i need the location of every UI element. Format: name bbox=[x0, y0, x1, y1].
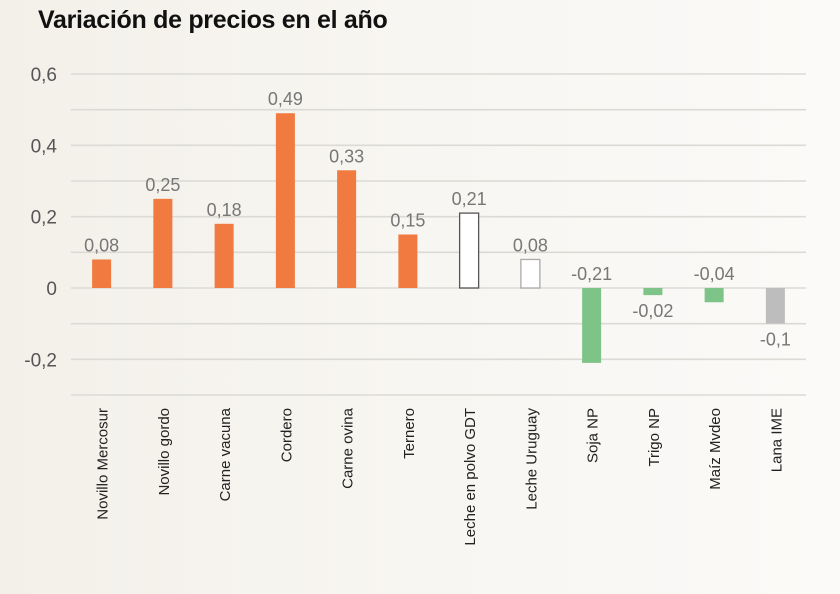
x-tick-label: Leche Uruguay bbox=[523, 408, 540, 510]
data-label: 0,33 bbox=[329, 146, 364, 166]
x-tick-label: Leche en polvo GDT bbox=[462, 408, 479, 546]
bar bbox=[704, 288, 724, 303]
data-label: 0,25 bbox=[145, 175, 180, 195]
data-label: 0,21 bbox=[452, 189, 487, 209]
bar bbox=[643, 288, 663, 296]
data-label: 0,49 bbox=[268, 89, 303, 109]
data-label: 0,18 bbox=[207, 200, 242, 220]
x-tick-label: Novillo gordo bbox=[156, 408, 173, 496]
x-tick-label: Maíz Mvdeo bbox=[707, 408, 724, 490]
x-tick-label: Lana IME bbox=[768, 408, 785, 472]
bar bbox=[337, 170, 357, 288]
x-tick-label: Ternero bbox=[401, 408, 418, 459]
chart-title: Variación de precios en el año bbox=[38, 6, 388, 34]
y-tick-label: 0,2 bbox=[31, 208, 57, 229]
bar bbox=[398, 234, 418, 288]
x-tick-label: Cordero bbox=[278, 408, 295, 462]
bar bbox=[458, 212, 480, 289]
x-tick-label: Novillo Mercosur bbox=[95, 408, 112, 520]
data-label: -0,21 bbox=[571, 264, 612, 284]
data-label: -0,04 bbox=[694, 264, 735, 284]
bar bbox=[520, 258, 541, 289]
data-label: 0,08 bbox=[513, 235, 548, 255]
data-label: -0,1 bbox=[760, 330, 791, 350]
bar bbox=[214, 223, 234, 288]
data-label: 0,15 bbox=[390, 211, 425, 231]
x-tick-label: Carne ovina bbox=[340, 407, 357, 489]
x-tick-label: Soja NP bbox=[585, 408, 602, 463]
x-tick-label: Carne vacuna bbox=[217, 407, 234, 501]
bar bbox=[765, 288, 785, 324]
y-tick-label: 0 bbox=[46, 279, 57, 300]
bar bbox=[153, 198, 173, 288]
y-tick-label: -0,2 bbox=[24, 350, 57, 371]
bar bbox=[582, 288, 602, 363]
y-tick-label: 0,6 bbox=[31, 65, 57, 86]
y-tick-label: 0,4 bbox=[31, 136, 58, 157]
bar bbox=[92, 259, 112, 288]
data-label: 0,08 bbox=[84, 235, 119, 255]
x-tick-label: Trigo NP bbox=[646, 408, 663, 467]
data-label: -0,02 bbox=[632, 301, 673, 321]
bar bbox=[275, 113, 295, 288]
